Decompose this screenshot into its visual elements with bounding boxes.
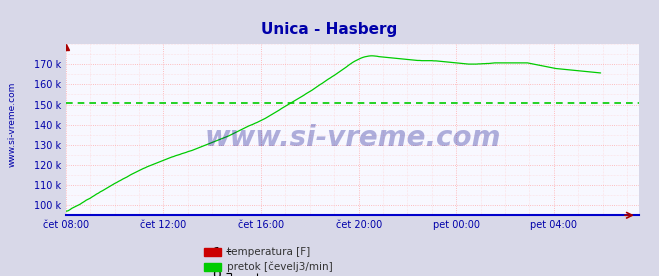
Text: temperatura [F]: temperatura [F] <box>227 247 310 257</box>
Text: www.si-vreme.com: www.si-vreme.com <box>204 124 501 152</box>
Text: www.si-vreme.com: www.si-vreme.com <box>8 81 17 167</box>
Text: pretok [čevelj3/min]: pretok [čevelj3/min] <box>227 262 333 272</box>
Text: Unica - Hasberg: Unica - Hasberg <box>262 22 397 37</box>
Bar <box>204 248 221 256</box>
Bar <box>204 263 221 271</box>
